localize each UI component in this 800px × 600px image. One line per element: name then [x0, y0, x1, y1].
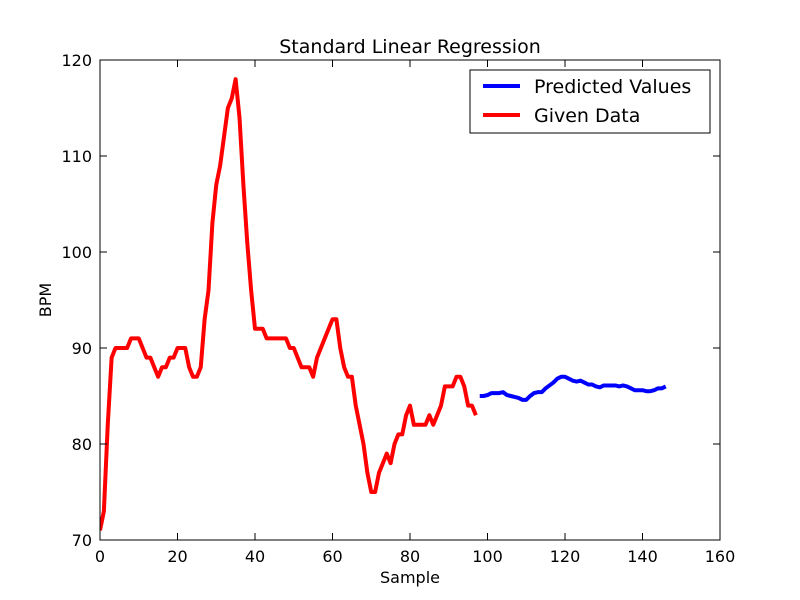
x-tick-label: 20	[167, 547, 187, 566]
y-tick-label: 100	[61, 243, 92, 262]
x-tick-label: 40	[245, 547, 265, 566]
x-tick-label: 0	[95, 547, 105, 566]
x-tick-label: 120	[550, 547, 581, 566]
x-tick-label: 140	[627, 547, 658, 566]
x-tick-label: 160	[705, 547, 736, 566]
y-tick-label: 120	[61, 51, 92, 70]
x-tick-label: 60	[322, 547, 342, 566]
series-line-0	[479, 374, 667, 402]
y-tick-label: 80	[72, 435, 92, 454]
legend-box	[469, 69, 711, 134]
y-tick-label: 90	[72, 339, 92, 358]
axes: 0 20 40 60 80 100 120 140 160 70 80 90 100 110 120	[61, 51, 735, 566]
y-tick-label: 110	[61, 147, 92, 166]
x-axis-title: Sample	[380, 568, 440, 587]
x-tick-label: 100	[472, 547, 503, 566]
legend-label-1: Given Data	[534, 105, 640, 127]
legend: Predicted Values Given Data	[469, 69, 711, 134]
legend-label-0: Predicted Values	[534, 76, 691, 98]
series-line-1	[100, 77, 478, 531]
x-tick-label: 80	[400, 547, 420, 566]
plot-area	[100, 77, 667, 531]
y-axis-title: BPM	[36, 283, 55, 317]
y-tick-label: 70	[72, 531, 92, 550]
chart-title: Standard Linear Regression	[279, 36, 541, 58]
